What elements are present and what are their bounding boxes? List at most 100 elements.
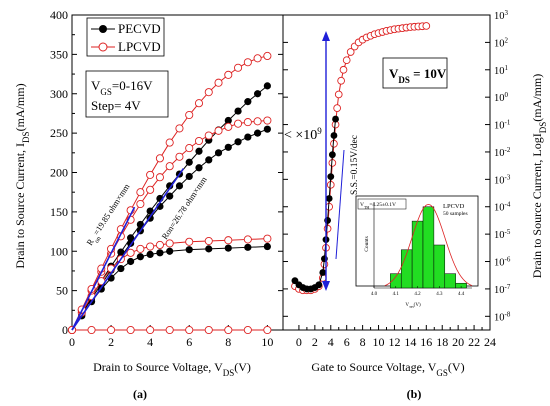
series-pecvd-point <box>127 234 135 242</box>
inset-histogram: 4.0 4.1 4.2 4.3 4.4 VTH=4.25±0.1V LPCVD 50 s… <box>355 195 479 309</box>
series-pecvd-point <box>263 125 271 133</box>
panel-b-x-tick-label: 24 <box>484 335 496 349</box>
series-lpcvd-point <box>253 54 262 63</box>
panel-b-y-tick-label: 101 <box>494 64 509 77</box>
series-lpcvd-point <box>204 88 213 97</box>
panel-a-x-tick-label: 2 <box>108 335 114 349</box>
panel-b-x-title: Gate to Source Voltage, VGS(V) <box>311 360 464 378</box>
panel-b-x-tick-label: 16 <box>420 335 432 349</box>
inset-x-tick-label: 4.3 <box>436 292 443 297</box>
series-lpcvd-point <box>204 236 213 246</box>
inset-x-tick-label: 4.1 <box>393 292 400 297</box>
panel-b-y-tick-label: 10-2 <box>494 146 511 159</box>
panel-a-x-tick-label: 8 <box>225 335 231 349</box>
panel-a-y-tick-label: 350 <box>50 47 68 61</box>
series-pecvd-point <box>234 138 242 146</box>
panel-a-y-tick-label: 50 <box>56 284 68 298</box>
inset-vth-box <box>357 198 407 210</box>
onoff-arrow-head-bottom <box>322 281 330 291</box>
panel-b-x-tick-label: 0 <box>296 335 302 349</box>
series-pecvd-point <box>185 172 193 181</box>
panel-b-y-title: Drain to Source Current, LogIDS(mA/mm) <box>530 74 548 278</box>
series-pecvd-point <box>254 90 262 98</box>
series-lpcvd-point <box>146 242 155 251</box>
series-pecvd-point <box>166 182 174 190</box>
series-pecvd-point <box>244 243 252 251</box>
series-pecvd-point <box>127 257 135 266</box>
panel-b-label: (b) <box>407 387 422 401</box>
panel-a-legend: PECVD LPCVD <box>86 17 165 57</box>
series-lpcvd-point <box>165 239 174 248</box>
inset-legend-subtitle: 50 samples <box>443 211 468 217</box>
transfer-curve-2-point <box>330 132 338 139</box>
series-lpcvd-point <box>165 325 174 335</box>
panel-b-x-tick-label: 8 <box>360 335 366 349</box>
panel-a-y-tick-label: 150 <box>50 205 68 219</box>
series-pecvd-point <box>244 133 252 141</box>
series-pecvd-point <box>234 107 242 115</box>
series-lpcvd-point <box>185 110 194 120</box>
panel-a-x-tick-label: 4 <box>147 335 153 349</box>
panel-b-y-tick-label: 10-6 <box>494 256 511 269</box>
panel-a-y-title: Drain to Source Current, IDS(mA/mm) <box>13 83 31 268</box>
series-lpcvd-point <box>243 235 252 244</box>
panel-b-y-tick-label: 10-5 <box>494 228 511 241</box>
transfer-curve-2-point <box>327 173 335 181</box>
inset-x-title: VTH(V) <box>405 303 421 309</box>
panel-a-x-tick-label: 10 <box>261 335 273 349</box>
series-pecvd-point <box>185 246 193 254</box>
series-pecvd-point <box>263 242 271 251</box>
series-pecvd-point <box>205 156 213 164</box>
series-lpcvd-point <box>146 170 155 179</box>
inset-bar <box>444 273 456 289</box>
ron-fit-line-1 <box>71 206 136 331</box>
panel-b-y-tick-label: 100 <box>494 91 509 104</box>
series-lpcvd-point <box>175 124 184 133</box>
panel-a-y-tick-label: 200 <box>50 166 68 180</box>
series-lpcvd-point <box>224 325 233 335</box>
series-pecvd-point <box>117 264 125 273</box>
onoff-arrow-head-top <box>322 31 330 41</box>
panel-b-y-tick-label: 10-4 <box>494 201 511 214</box>
series-lpcvd-point <box>234 119 243 128</box>
series-pecvd-point <box>205 245 213 253</box>
series-lpcvd-point <box>185 237 194 246</box>
transfer-curve-2-point <box>315 281 323 289</box>
panel-b-y-tick-label: 102 <box>494 36 509 49</box>
panel-a-x-title: Drain to Source Voltage, VDS(V) <box>93 360 251 378</box>
panel-b-y-tick-label: 10-7 <box>494 283 511 296</box>
series-pecvd-point <box>195 147 203 155</box>
ron1-label: Ron=19.85 ohm×mm <box>84 181 134 249</box>
series-lpcvd-point <box>146 185 155 194</box>
series-lpcvd-point <box>224 70 233 79</box>
onoff-arrow <box>322 31 330 291</box>
panel-b-x-tick-label: 12 <box>388 335 400 349</box>
series-pecvd-point <box>146 250 154 258</box>
series-pecvd-point <box>263 82 271 90</box>
series-lpcvd-point <box>243 325 252 335</box>
inset-legend-title: LPCVD <box>443 203 465 210</box>
series-lpcvd-point <box>175 152 184 161</box>
panel-a-y-tick-label: 0 <box>62 323 68 337</box>
transfer-curve-1-point <box>337 76 345 85</box>
panel-a-y-tick-label: 300 <box>50 87 68 101</box>
inset-bar <box>433 244 446 289</box>
panel-b-axes: 0 2 4 6 8 10 12 14 16 18 20 22 2410310210110010-110-… <box>283 9 511 349</box>
vgs-label: VGS=0-16V <box>91 78 153 97</box>
series-pecvd-point <box>117 248 125 256</box>
series-lpcvd-point <box>155 240 164 249</box>
series-lpcvd-point <box>243 118 252 127</box>
series-pecvd-point <box>254 129 262 137</box>
inset-y-title: Counts <box>364 236 370 252</box>
legend-pecvd-label: PECVD <box>118 21 161 36</box>
series-lpcvd-point <box>253 117 262 126</box>
series-lpcvd-curve-1 <box>71 238 268 331</box>
vds-label: VDS = 10V <box>389 66 447 85</box>
panel-b-x-tick-label: 2 <box>312 335 318 349</box>
series-lpcvd-point <box>136 244 145 253</box>
series-lpcvd-point <box>263 51 272 61</box>
panel-a-y-tick-label: 100 <box>50 244 68 258</box>
series-pecvd-point <box>185 158 193 166</box>
